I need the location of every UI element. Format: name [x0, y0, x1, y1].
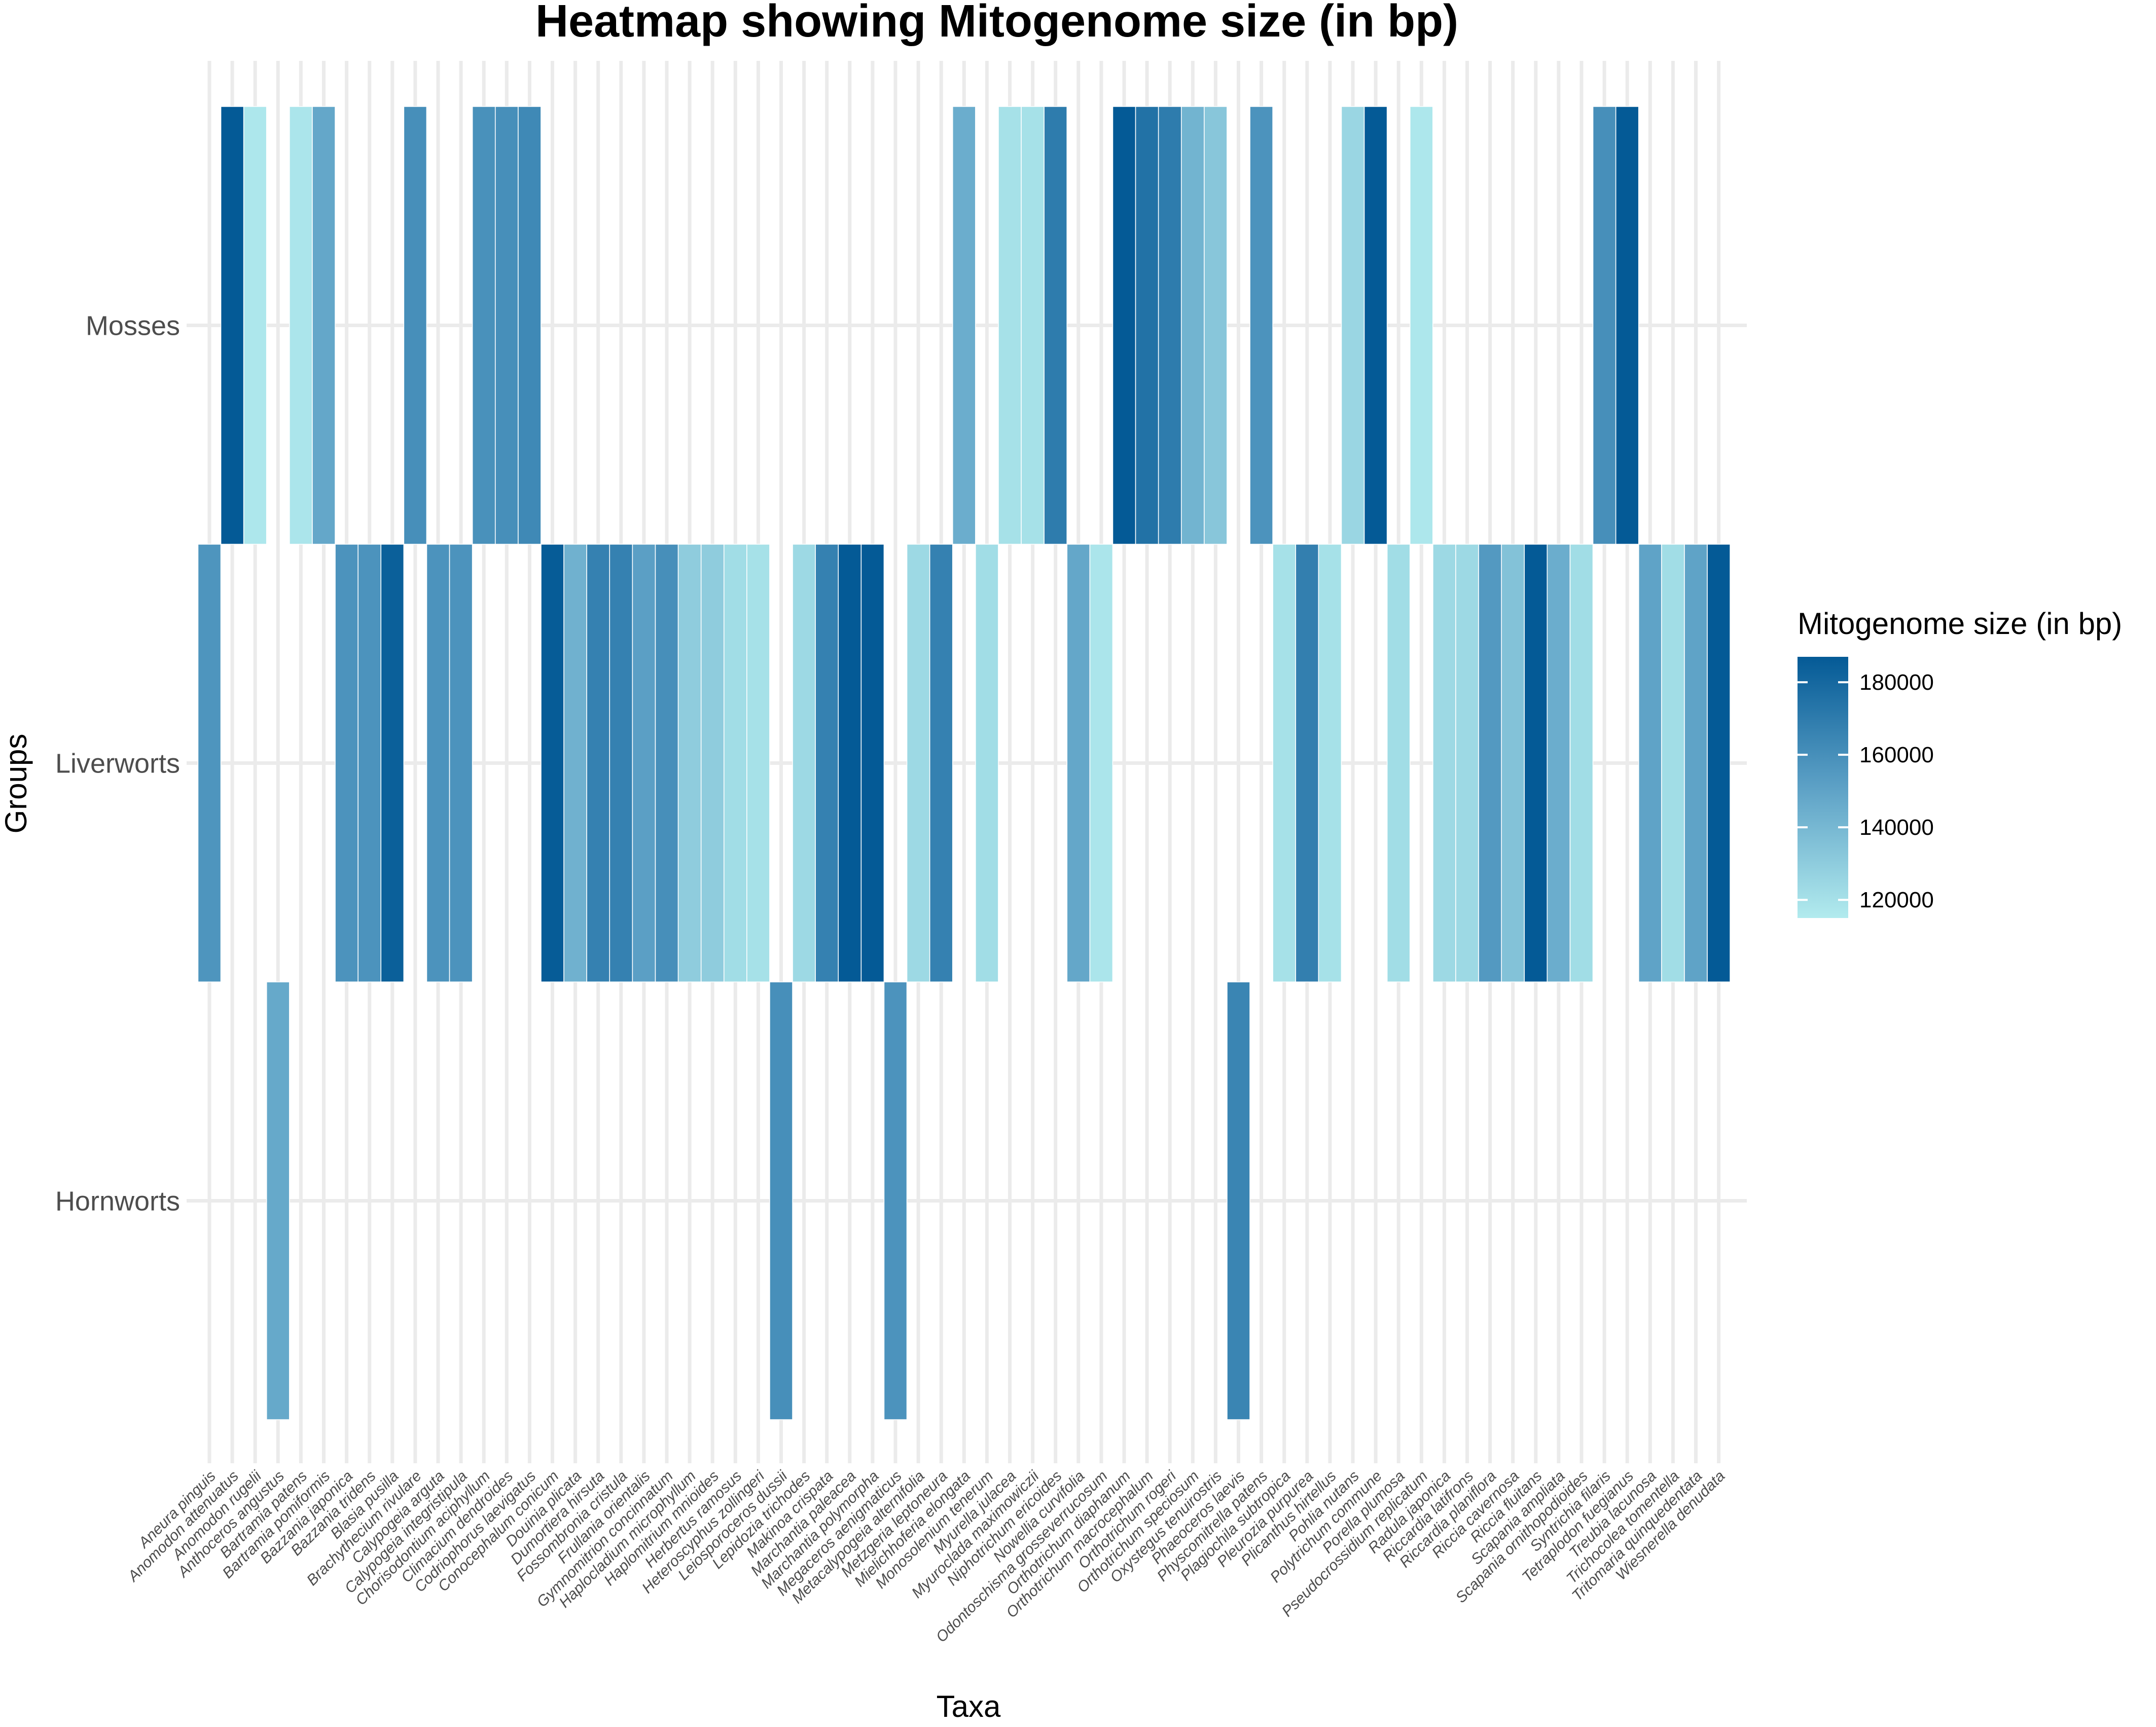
x-axis-title: Taxa [937, 1689, 1001, 1723]
heatmap-tiles [197, 106, 1731, 1420]
tile-scapania-ornithopodioides [1569, 544, 1594, 982]
tile-trichocolea-tomentella [1661, 544, 1685, 982]
tile-radula-japonica [1432, 544, 1456, 982]
tile-blasia-pusilla [380, 544, 405, 982]
tile-odontoschisma-grosseverrucosum [1089, 544, 1113, 982]
tile-physcomitrella-patens [1249, 106, 1273, 545]
tile-orthotrichum-diaphanum [1112, 106, 1136, 545]
tile-calypogeia-arguta [426, 544, 450, 982]
tile-bazzania-japonica [335, 544, 358, 982]
tile-riccardia-planiflora [1478, 544, 1502, 982]
tile-bazzania-tridens [357, 544, 381, 982]
tile-tritomaria-quinquedentata [1684, 544, 1708, 982]
tile-marchantia-polymorpha [860, 544, 885, 982]
tile-gymnomitrion-concinnatum [655, 544, 679, 982]
tile-myuroclada-maximowiczii [1021, 106, 1045, 545]
tile-metzgeria-leptoneura [929, 544, 953, 982]
tile-nowellia-curvifolia [1066, 544, 1091, 982]
chart-title: Heatmap showing Mitogenome size (in bp) [535, 0, 1458, 47]
tile-makinoa-crispata [815, 544, 839, 982]
tile-tetraplodon-fuegianus [1615, 106, 1639, 545]
tile-bartramia-patens [289, 106, 313, 545]
legend-ticks: 120000 140000 160000 180000 [1798, 670, 1934, 912]
legend-tick-label: 140000 [1859, 815, 1934, 840]
tile-bartramia-pomiformis [312, 106, 336, 545]
tile-pseudocrossidium-replicatum [1410, 106, 1433, 545]
y-tick-label-mosses: Mosses [86, 311, 180, 341]
tile-anthoceros-angustus [266, 981, 290, 1420]
tile-riccia-fluitans [1524, 544, 1548, 982]
tile-riccia-cavernosa [1501, 544, 1525, 982]
tile-polytrichum-commune [1363, 106, 1388, 545]
tile-plicanthus-hirtellus [1318, 544, 1342, 982]
legend-colorbar [1798, 657, 1848, 918]
tile-pleurozia-purpurea [1295, 544, 1319, 982]
tile-frullania-orientalis [632, 544, 656, 982]
y-tick-label-hornworts: Hornworts [55, 1186, 180, 1217]
tile-climacium-dendroides [495, 106, 519, 545]
tile-marchantia-paleacea [838, 544, 862, 982]
y-axis-ticks: Mosses Liverworts Hornworts [55, 311, 180, 1217]
legend-tick-label: 120000 [1859, 888, 1934, 912]
tile-pohlia-nutans [1341, 106, 1365, 545]
color-legend: Mitogenome size (in bp) 120000 140000 1600… [1798, 607, 2122, 918]
tile-phaeoceros-laevis [1227, 981, 1250, 1420]
legend-tick-label: 160000 [1859, 743, 1934, 767]
tile-haplomitrium-mnioides [700, 544, 725, 982]
tile-haplocladium-microphyllum [677, 544, 702, 982]
tile-chorisodontium-aciphyllum [472, 106, 496, 545]
tile-mielichhoferia-elongata [952, 106, 976, 545]
tile-oxystegus-tenuirostris [1204, 106, 1228, 545]
tile-orthotrichum-rogeri [1158, 106, 1182, 545]
tile-anomodon-rugelii [243, 106, 267, 545]
tile-wiesnerella-denudata [1707, 544, 1731, 982]
tile-niphotrichum-ericoides [1044, 106, 1067, 545]
tile-dumortiera-hirsuta [586, 544, 610, 982]
tile-heteroscyphus-zollingeri [746, 544, 770, 982]
tile-porella-plumosa [1386, 544, 1411, 982]
tile-scapania-ampliata [1547, 544, 1571, 982]
tile-herbertus-ramosus [724, 544, 747, 982]
tile-fossombronia-cristula [609, 544, 633, 982]
y-tick-label-liverworts: Liverworts [55, 749, 180, 779]
tile-orthotrichum-macrocephalum [1135, 106, 1159, 545]
tile-treubia-lacunosa [1638, 544, 1662, 982]
tile-lepidozia-trichodes [792, 544, 816, 982]
tile-anomodon-attenuatus [220, 106, 244, 545]
tile-myurella-julacea [998, 106, 1022, 545]
tile-megaceros-aenigmaticus [883, 981, 908, 1420]
tile-aneura-pinguis [197, 544, 222, 982]
tile-metacalypogeia-alternifolia [906, 544, 930, 982]
tile-conocephalum-conicum [541, 544, 564, 982]
tile-syntrichia-filaris [1592, 106, 1616, 545]
tile-calypogeia-integristipula [449, 544, 473, 982]
legend-title: Mitogenome size (in bp) [1798, 607, 2122, 641]
tile-riccardia-latifrons [1455, 544, 1479, 982]
tile-leiosporoceros-dussii [769, 981, 793, 1420]
tile-douinia-plicata [563, 544, 587, 982]
tile-brachythecium-rivulare [403, 106, 427, 545]
tile-orthotrichum-speciosum [1181, 106, 1205, 545]
legend-tick-label: 180000 [1859, 670, 1934, 695]
tile-codriophorus-laevigatus [518, 106, 542, 545]
y-axis-title: Groups [0, 734, 33, 834]
tile-monosolenium-tenerum [975, 544, 999, 982]
tile-plagiochila-subtropica [1272, 544, 1296, 982]
